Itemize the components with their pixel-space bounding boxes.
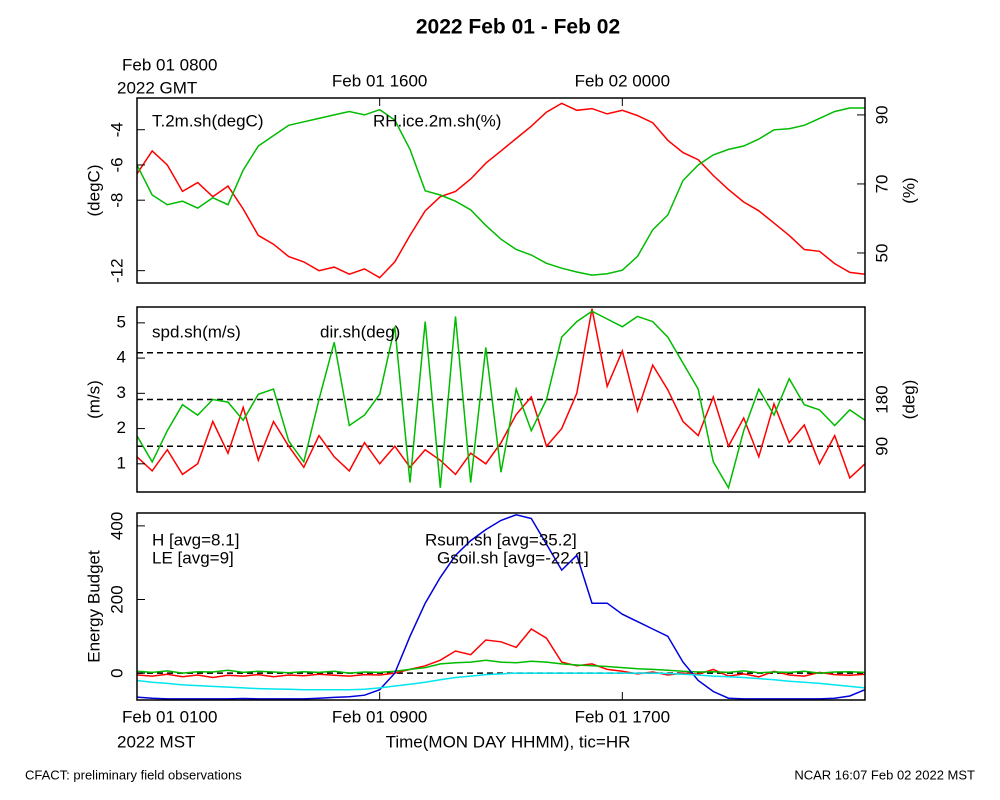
y2-axis-label: (deg)	[899, 380, 918, 420]
y-tick-label: 400	[107, 512, 126, 540]
x-axis-note: 2022 MST	[117, 732, 195, 751]
y-tick-label: 5	[117, 312, 126, 331]
plot-frame	[136, 512, 866, 701]
legend-entry: RH.ice.2m.sh(%)	[373, 111, 501, 130]
legend-entry: LE [avg=9]	[152, 548, 234, 567]
series-line	[137, 514, 865, 700]
legend-entry: dir.sh(deg)	[320, 322, 400, 341]
y2-tick-label: 90	[872, 105, 891, 124]
legend-entry: Rsum.sh [avg=35.2]	[425, 530, 577, 549]
y-tick-label: -8	[107, 193, 126, 208]
legend-entry: Gsoil.sh [avg=-22.1]	[437, 548, 589, 567]
y-axis-label: (m/s)	[84, 380, 103, 419]
y-axis-label: Energy Budget	[84, 550, 103, 663]
y-tick-label: 3	[117, 383, 126, 402]
x-tick-label: Feb 01 0100	[122, 707, 217, 726]
y2-axis-label: (%)	[899, 177, 918, 203]
y2-tick-label: 90	[872, 437, 891, 456]
x2-axis-note: 2022 GMT	[117, 78, 197, 97]
series-line	[137, 659, 865, 674]
y-axis-label: (degC)	[84, 165, 103, 217]
series-line	[137, 308, 865, 480]
x2-tick-label: Feb 01 0800	[122, 55, 217, 74]
footer-right: NCAR 16:07 Feb 02 2022 MST	[794, 767, 975, 782]
series-line	[137, 310, 865, 490]
series-line	[137, 102, 865, 279]
series-line	[137, 107, 865, 276]
legend-entry: H [avg=8.1]	[152, 530, 239, 549]
y-tick-label: 4	[117, 348, 126, 367]
y-tick-label: -6	[107, 157, 126, 172]
y2-tick-label: 180	[872, 385, 891, 413]
y-tick-label: 200	[107, 585, 126, 613]
x2-tick-label: Feb 02 0000	[575, 71, 670, 90]
x-tick-label: Feb 01 1700	[575, 707, 670, 726]
series-line	[137, 672, 865, 691]
plot-frame	[136, 97, 866, 284]
y-tick-label: 0	[107, 668, 126, 677]
y2-tick-label: 50	[872, 244, 891, 263]
footer-left: CFACT: preliminary field observations	[25, 767, 242, 782]
y-tick-label: -4	[107, 122, 126, 137]
y2-tick-label: 70	[872, 174, 891, 193]
y-tick-label: -12	[107, 258, 126, 283]
x-tick-label: Feb 01 0900	[332, 707, 427, 726]
legend-entry: spd.sh(m/s)	[152, 322, 241, 341]
y-tick-label: 1	[117, 453, 126, 472]
x-axis-label: Time(MON DAY HHMM), tic=HR	[386, 732, 631, 751]
y-tick-label: 2	[117, 418, 126, 437]
x2-tick-label: Feb 01 1600	[332, 71, 427, 90]
series-line	[137, 628, 865, 679]
legend-entry: T.2m.sh(degC)	[152, 111, 263, 130]
chart-title: 2022 Feb 01 - Feb 02	[416, 16, 620, 39]
